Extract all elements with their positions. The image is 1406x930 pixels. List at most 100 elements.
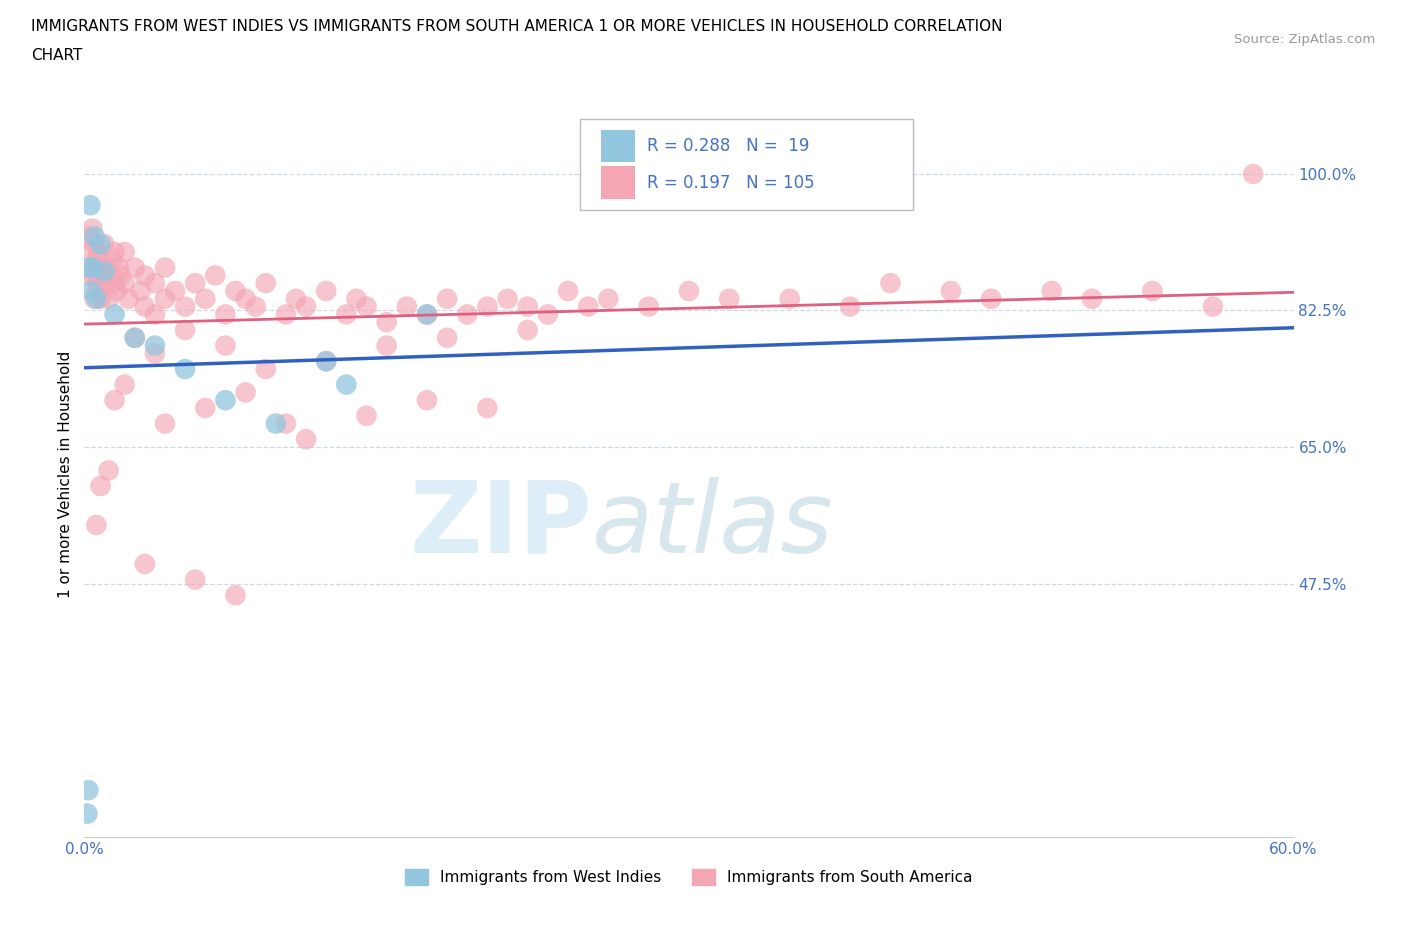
Point <box>678 284 700 299</box>
Point <box>225 284 247 299</box>
Point <box>89 237 111 252</box>
Point <box>77 229 100 244</box>
Point <box>718 291 741 306</box>
Point <box>76 806 98 821</box>
Text: Source: ZipAtlas.com: Source: ZipAtlas.com <box>1234 33 1375 46</box>
Point <box>295 432 318 446</box>
Point <box>153 416 176 431</box>
Point <box>114 245 136 259</box>
Point <box>184 572 207 587</box>
Point <box>939 284 962 299</box>
Point <box>104 392 127 407</box>
Point <box>1202 299 1225 314</box>
Point <box>107 260 129 275</box>
Bar <box>600 166 634 199</box>
Point <box>274 416 297 431</box>
Point <box>416 307 439 322</box>
Point <box>118 291 141 306</box>
Point <box>315 353 337 368</box>
Point <box>516 299 538 314</box>
Point <box>537 307 560 322</box>
Text: CHART: CHART <box>31 48 83 63</box>
Point <box>235 385 257 400</box>
Point <box>225 588 247 603</box>
Point <box>477 299 499 314</box>
Point <box>114 276 136 291</box>
Bar <box>600 129 634 162</box>
Point <box>980 291 1002 306</box>
Point <box>637 299 659 314</box>
Point <box>97 463 120 478</box>
Point <box>89 291 111 306</box>
Point <box>165 284 187 299</box>
Point <box>214 392 236 407</box>
Point <box>153 291 176 306</box>
Point <box>83 237 105 252</box>
Point <box>114 378 136 392</box>
Point <box>174 362 197 377</box>
Point <box>86 284 108 299</box>
Point <box>83 268 105 283</box>
Point <box>134 299 156 314</box>
Point <box>82 260 104 275</box>
Text: R = 0.197   N = 105: R = 0.197 N = 105 <box>647 174 814 192</box>
Point <box>557 284 579 299</box>
Point <box>335 378 357 392</box>
Point <box>285 291 308 306</box>
Point <box>124 330 146 345</box>
Point <box>96 260 118 275</box>
Point <box>1081 291 1104 306</box>
Point <box>134 556 156 571</box>
Point <box>83 229 105 244</box>
Point <box>214 339 236 353</box>
Point <box>77 783 100 798</box>
Point <box>97 291 120 306</box>
Legend: Immigrants from West Indies, Immigrants from South America: Immigrants from West Indies, Immigrants … <box>399 863 979 891</box>
Point <box>86 291 108 306</box>
Point <box>129 284 152 299</box>
Point <box>1241 166 1264 181</box>
Point <box>104 307 127 322</box>
Point <box>87 276 110 291</box>
Point <box>83 291 105 306</box>
Point <box>395 299 418 314</box>
FancyBboxPatch shape <box>581 119 912 209</box>
Point <box>516 323 538 338</box>
Point <box>87 245 110 259</box>
Text: ZIP: ZIP <box>409 476 592 574</box>
Point <box>124 260 146 275</box>
Point <box>86 518 108 533</box>
Point <box>235 291 257 306</box>
Point <box>1142 284 1164 299</box>
Point <box>105 284 128 299</box>
Point <box>879 276 901 291</box>
Point <box>375 314 398 329</box>
Point <box>477 401 499 416</box>
Point <box>214 307 236 322</box>
Point <box>416 392 439 407</box>
Point <box>86 252 108 267</box>
Text: IMMIGRANTS FROM WEST INDIES VS IMMIGRANTS FROM SOUTH AMERICA 1 OR MORE VEHICLES : IMMIGRANTS FROM WEST INDIES VS IMMIGRANT… <box>31 19 1002 33</box>
Point <box>356 299 378 314</box>
Point <box>93 237 115 252</box>
Point <box>839 299 862 314</box>
Point <box>416 307 439 322</box>
Point <box>143 276 166 291</box>
Point <box>576 299 599 314</box>
Text: atlas: atlas <box>592 476 834 574</box>
Point <box>79 268 101 283</box>
Point <box>93 276 115 291</box>
Point <box>436 330 458 345</box>
Point <box>143 307 166 322</box>
Point <box>110 268 132 283</box>
Point <box>101 252 124 267</box>
Point <box>143 339 166 353</box>
Point <box>91 268 114 283</box>
Point <box>104 276 127 291</box>
Point <box>346 291 368 306</box>
Point <box>264 416 287 431</box>
Point <box>79 198 101 213</box>
Point <box>1040 284 1063 299</box>
Text: R = 0.288   N =  19: R = 0.288 N = 19 <box>647 137 808 154</box>
Point <box>79 245 101 259</box>
